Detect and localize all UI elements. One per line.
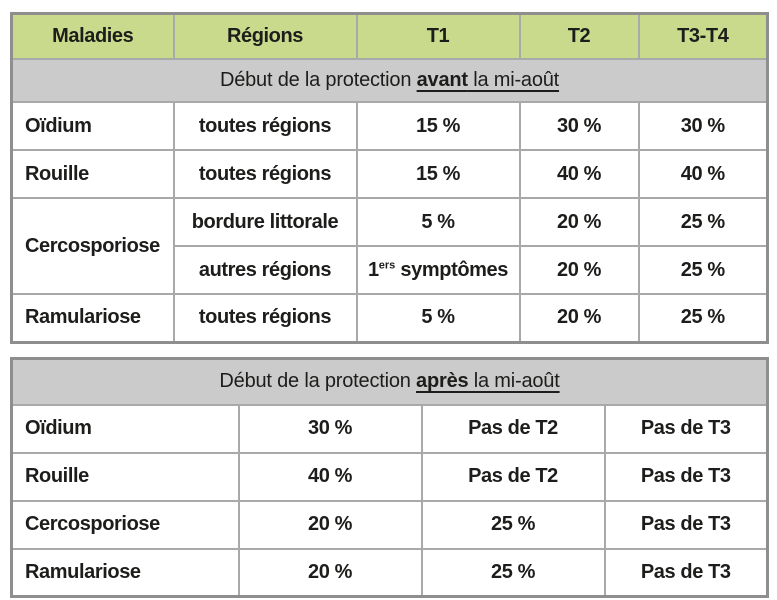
cell-t2: 20 % — [518, 197, 640, 247]
column-header-regions: Régions — [172, 12, 358, 60]
column-header-t3t4: T3-T4 — [637, 12, 769, 60]
table-row: autres régions 1ers symptômes 20 % 25 % — [12, 245, 769, 295]
cell-t1: 20 % — [237, 499, 423, 550]
table-row: Cercosporiose bordure littorale 5 % 20 %… — [10, 197, 769, 295]
band-prefix: Début de la protection — [219, 370, 417, 392]
t1-symptoms-text: symptômes — [395, 258, 508, 281]
cell-maladie: Cercosporiose — [10, 499, 240, 550]
cell-t3t4: 25 % — [637, 245, 769, 295]
cell-t2: Pas de T2 — [420, 403, 606, 454]
cell-t1: 5 % — [355, 293, 521, 343]
table-avant: Maladies Régions T1 T2 T3-T4 Début de la… — [10, 12, 769, 344]
cell-t2: 30 % — [518, 101, 640, 151]
cell-maladie: Oïdium — [10, 101, 175, 151]
cell-t3t4: 25 % — [637, 293, 769, 343]
cell-maladie: Rouille — [10, 451, 240, 502]
cell-t3t4: 25 % — [637, 197, 769, 247]
cell-t1: 40 % — [237, 451, 423, 502]
cell-t3: Pas de T3 — [603, 499, 769, 550]
table-row: Ramulariose toutes régions 5 % 20 % 25 % — [10, 293, 769, 343]
cell-t1: 15 % — [355, 101, 521, 151]
table-row: Rouille 40 % Pas de T2 Pas de T3 — [10, 451, 769, 502]
band-title-apres: Début de la protection après la mi-août — [10, 357, 769, 406]
table-row: Cercosporiose 20 % 25 % Pas de T3 — [10, 499, 769, 550]
table-row: Oïdium 30 % Pas de T2 Pas de T3 — [10, 403, 769, 454]
cell-t2: 25 % — [420, 547, 606, 598]
t1-symptoms-number: 1 — [368, 258, 379, 281]
cell-t3t4: 30 % — [637, 101, 769, 151]
table-apres: Début de la protection après la mi-août … — [10, 356, 769, 598]
cell-region: toutes régions — [172, 149, 358, 199]
column-header-t2: T2 — [518, 12, 640, 60]
cell-t2: 20 % — [518, 293, 640, 343]
band-emphasis: après — [416, 370, 469, 392]
cell-t2: 40 % — [518, 149, 640, 199]
table-row: Oïdium toutes régions 15 % 30 % 30 % — [10, 101, 769, 151]
cell-t1: 20 % — [237, 547, 423, 598]
cell-maladie: Ramulariose — [10, 547, 240, 598]
cell-region: autres régions — [172, 245, 358, 295]
table-row: Rouille toutes régions 15 % 40 % 40 % — [10, 149, 769, 199]
column-header-t1: T1 — [355, 12, 521, 60]
band-row-apres: Début de la protection après la mi-août — [10, 357, 769, 406]
table-row: Ramulariose 20 % 25 % Pas de T3 — [10, 547, 769, 598]
band-suffix: la mi-août — [467, 69, 560, 91]
cell-t1: 1ers symptômes — [355, 245, 521, 295]
cell-t1: 5 % — [355, 197, 521, 247]
band-suffix: la mi-août — [468, 370, 560, 392]
cell-region: toutes régions — [172, 101, 358, 151]
band-emphasis: avant — [416, 69, 468, 91]
band-prefix: Début de la protection — [219, 69, 417, 91]
cell-t2: 25 % — [420, 499, 606, 550]
cell-t1: 15 % — [355, 149, 521, 199]
cell-maladie: Ramulariose — [10, 293, 175, 343]
column-header-maladies: Maladies — [10, 12, 175, 60]
cell-t2: Pas de T2 — [420, 451, 606, 502]
header-row: Maladies Régions T1 T2 T3-T4 — [10, 12, 769, 60]
cell-region: toutes régions — [172, 293, 358, 343]
cell-t3: Pas de T3 — [603, 403, 769, 454]
cell-t3: Pas de T3 — [603, 547, 769, 598]
cell-region: bordure littorale — [172, 197, 358, 247]
cell-maladie: Rouille — [10, 149, 175, 199]
cell-t2: 20 % — [518, 245, 640, 295]
table-apres-wrapper: Début de la protection après la mi-août … — [10, 356, 769, 598]
band-row-avant: Début de la protection avant la mi-août — [10, 58, 769, 103]
band-title-avant: Début de la protection avant la mi-août — [10, 58, 769, 103]
cell-t1: 30 % — [237, 403, 423, 454]
cell-t3: Pas de T3 — [603, 451, 769, 502]
cell-maladie: Cercosporiose — [10, 197, 175, 295]
t1-symptoms-ordinal: ers — [378, 258, 396, 271]
cell-maladie: Oïdium — [10, 403, 240, 454]
cell-t3t4: 40 % — [637, 149, 769, 199]
